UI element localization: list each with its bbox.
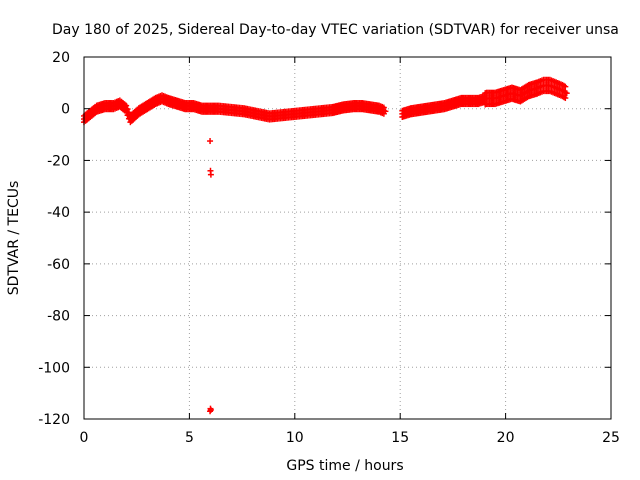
y-tick-label: -40 (47, 205, 70, 221)
x-tick-label: 0 (80, 430, 89, 446)
y-axis-label: SDTVAR / TECUs (6, 181, 22, 296)
y-tick-label: -100 (38, 360, 70, 376)
outlier-point (207, 138, 214, 145)
plot-frame (83, 56, 612, 420)
data-point (562, 95, 569, 102)
x-tick-label: 5 (185, 430, 194, 446)
x-tick-label: 20 (497, 430, 515, 446)
axis-ticks: 0 5 10 15 20 25 20 0 -20 -40 -60 -80 -100 -120 (38, 50, 620, 446)
x-axis-label: GPS time / hours (286, 458, 403, 474)
data-points (81, 76, 570, 415)
data-point (562, 83, 569, 90)
x-tick-label: 15 (391, 430, 409, 446)
y-tick-label: -120 (38, 412, 70, 428)
data-point (382, 108, 389, 115)
y-tick-label: 0 (61, 102, 70, 118)
data-point (563, 90, 570, 97)
outlier-point (207, 406, 214, 413)
y-tick-label: -20 (47, 153, 70, 169)
chart-title: Day 180 of 2025, Sidereal Day-to-day VTE… (52, 22, 619, 38)
y-tick-label: 20 (52, 50, 70, 66)
outlier-point (207, 171, 214, 178)
y-tick-label: -80 (47, 309, 70, 325)
x-tick-label: 25 (602, 430, 620, 446)
x-tick-label: 10 (286, 430, 304, 446)
y-tick-label: -60 (47, 257, 70, 273)
